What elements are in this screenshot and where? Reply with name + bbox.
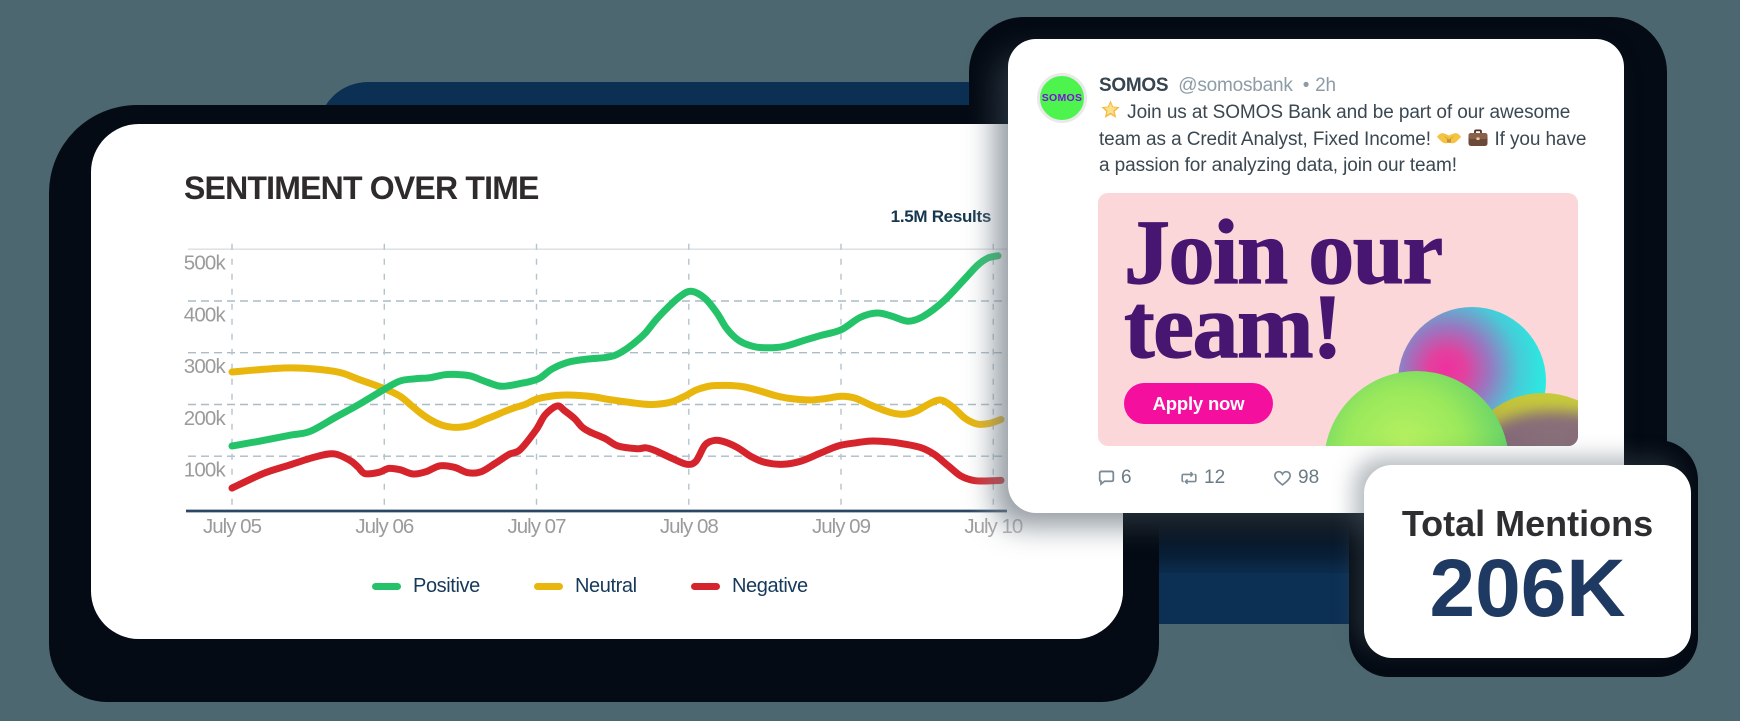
- svg-text:400k: 400k: [184, 303, 227, 326]
- svg-text:July 08: July 08: [660, 515, 719, 538]
- svg-text:100k: 100k: [184, 459, 227, 482]
- svg-text:July 06: July 06: [355, 515, 414, 538]
- svg-text:July 05: July 05: [203, 515, 262, 538]
- svg-text:200k: 200k: [184, 407, 227, 430]
- svg-text:July 07: July 07: [508, 515, 567, 538]
- svg-text:500k: 500k: [184, 252, 227, 275]
- svg-text:July 09: July 09: [812, 515, 871, 538]
- svg-text:300k: 300k: [184, 355, 227, 378]
